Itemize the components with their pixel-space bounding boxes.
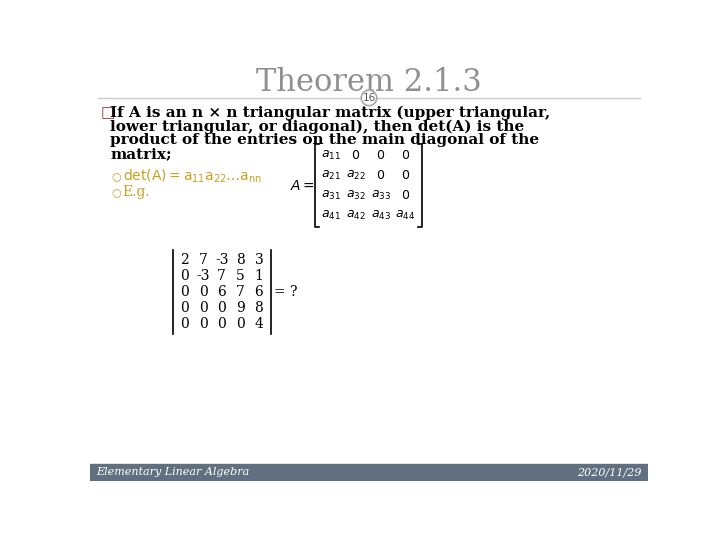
Circle shape [361, 90, 377, 106]
Text: $a_{21}$: $a_{21}$ [321, 169, 341, 182]
Text: 0: 0 [199, 285, 207, 299]
Text: 7: 7 [236, 285, 245, 299]
Text: $0$: $0$ [401, 189, 410, 202]
Text: 2020/11/29: 2020/11/29 [577, 467, 642, 477]
Text: 0: 0 [180, 269, 189, 283]
Text: $0$: $0$ [401, 149, 410, 162]
Text: $A=$: $A=$ [289, 179, 315, 193]
Text: $a_{44}$: $a_{44}$ [395, 209, 415, 222]
Text: Theorem 2.1.3: Theorem 2.1.3 [256, 67, 482, 98]
Text: $\mathrm{det(A) = a_{11}a_{22}\ldots a_{nn}}$: $\mathrm{det(A) = a_{11}a_{22}\ldots a_{… [122, 168, 261, 185]
Text: $a_{22}$: $a_{22}$ [346, 169, 366, 182]
Text: $0$: $0$ [376, 169, 385, 182]
Text: $a_{42}$: $a_{42}$ [346, 209, 366, 222]
Text: product of the entries on the main diagonal of the: product of the entries on the main diago… [110, 133, 539, 147]
Text: matrix;: matrix; [110, 147, 172, 161]
Text: 0: 0 [217, 301, 226, 315]
Text: lower triangular, or diagonal), then det(A) is the: lower triangular, or diagonal), then det… [110, 119, 524, 133]
Text: Elementary Linear Algebra: Elementary Linear Algebra [96, 467, 249, 477]
Text: If A is an n × n triangular matrix (upper triangular,: If A is an n × n triangular matrix (uppe… [110, 105, 550, 120]
Text: 0: 0 [217, 318, 226, 332]
Text: $0$: $0$ [376, 149, 385, 162]
Text: 8: 8 [255, 301, 264, 315]
Text: 0: 0 [236, 318, 245, 332]
Text: 3: 3 [255, 253, 264, 267]
Text: ○: ○ [112, 187, 122, 197]
Text: = ?: = ? [274, 285, 298, 299]
Text: 0: 0 [180, 301, 189, 315]
Text: 5: 5 [236, 269, 245, 283]
Text: $a_{31}$: $a_{31}$ [321, 189, 341, 202]
Text: 0: 0 [199, 318, 207, 332]
Text: 0: 0 [180, 318, 189, 332]
Text: 9: 9 [236, 301, 245, 315]
Text: □: □ [101, 105, 115, 120]
Text: $a_{43}$: $a_{43}$ [371, 209, 391, 222]
Text: $a_{33}$: $a_{33}$ [371, 189, 391, 202]
Text: -3: -3 [197, 269, 210, 283]
Text: 0: 0 [180, 285, 189, 299]
Text: 6: 6 [255, 285, 264, 299]
Text: 7: 7 [217, 269, 226, 283]
Text: $a_{32}$: $a_{32}$ [346, 189, 366, 202]
Text: 6: 6 [217, 285, 226, 299]
Text: 7: 7 [199, 253, 207, 267]
Text: 1: 1 [254, 269, 264, 283]
Text: $a_{11}$: $a_{11}$ [321, 149, 341, 162]
Text: $a_{41}$: $a_{41}$ [321, 209, 341, 222]
Text: -3: -3 [215, 253, 228, 267]
Text: 2: 2 [180, 253, 189, 267]
Text: 0: 0 [199, 301, 207, 315]
Text: $0$: $0$ [401, 169, 410, 182]
Bar [90, 464, 648, 481]
Text: 16: 16 [362, 93, 376, 103]
Text: 8: 8 [236, 253, 245, 267]
Text: $0$: $0$ [351, 149, 361, 162]
Text: E.g.: E.g. [122, 185, 150, 199]
Text: 4: 4 [254, 318, 264, 332]
Text: ○: ○ [112, 172, 122, 181]
